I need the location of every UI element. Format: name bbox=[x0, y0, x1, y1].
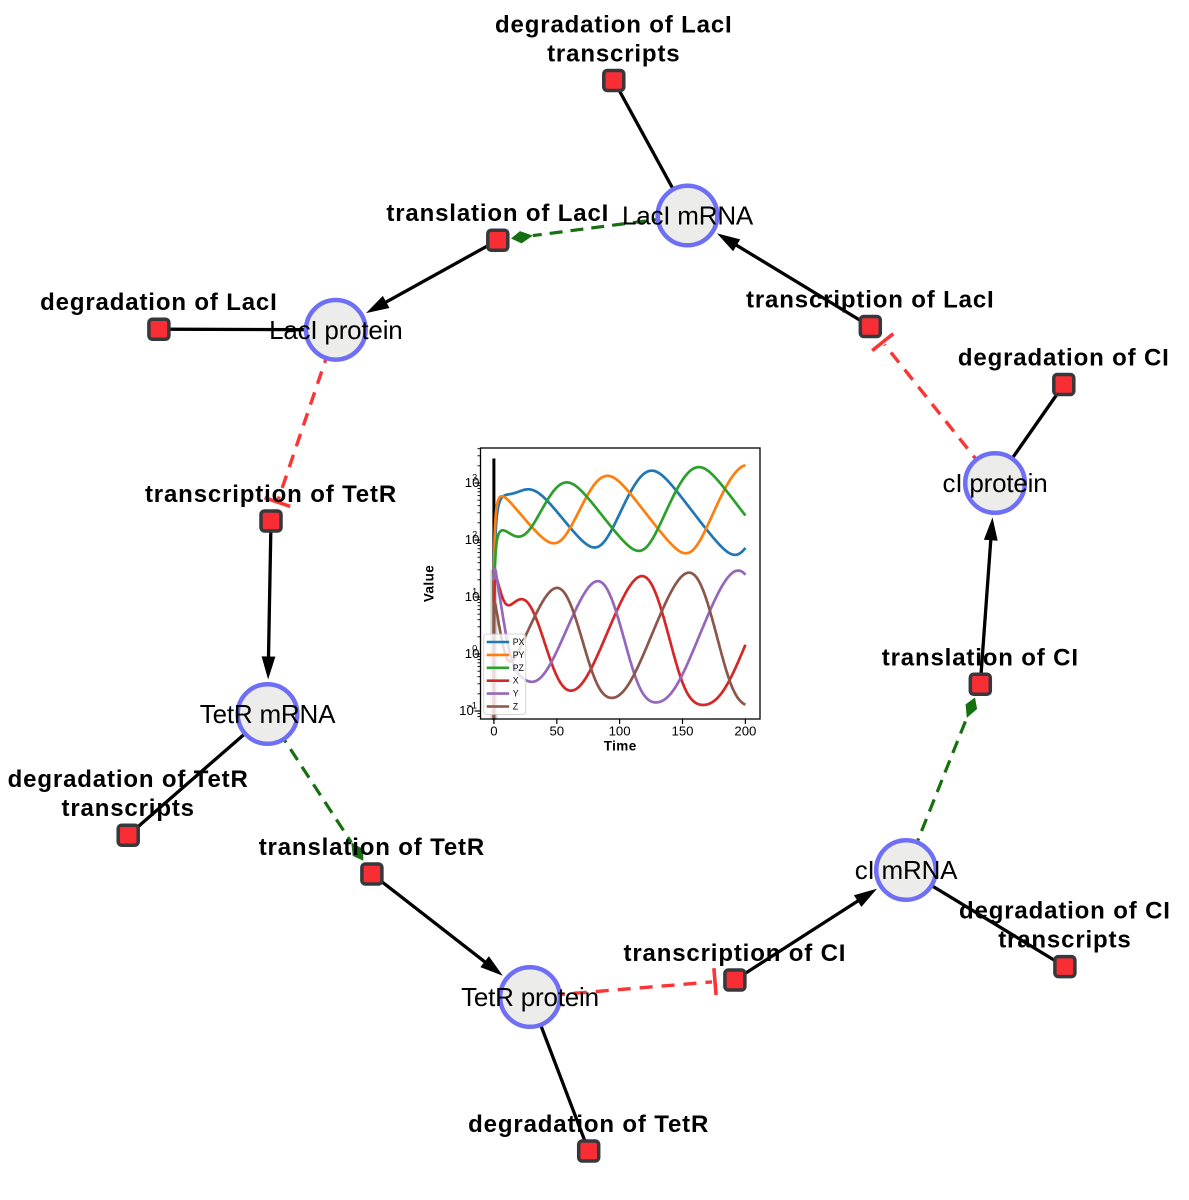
svg-text:degradation of TetR: degradation of TetR bbox=[8, 766, 249, 793]
svg-text:TetR protein: TetR protein bbox=[461, 982, 599, 1012]
svg-text:3: 3 bbox=[472, 473, 477, 483]
svg-text:0: 0 bbox=[472, 644, 477, 654]
svg-text:10: 10 bbox=[459, 703, 474, 718]
svg-text:PX: PX bbox=[513, 637, 525, 647]
svg-text:Time: Time bbox=[604, 739, 637, 754]
svg-text:PZ: PZ bbox=[513, 663, 525, 673]
svg-text:10: 10 bbox=[465, 475, 480, 490]
svg-text:X: X bbox=[513, 676, 519, 686]
svg-text:150: 150 bbox=[671, 724, 693, 739]
svg-text:transcription of LacI: transcription of LacI bbox=[746, 287, 995, 314]
svg-text:translation of TetR: translation of TetR bbox=[259, 834, 485, 861]
svg-text:Value: Value bbox=[422, 565, 437, 602]
svg-text:degradation of CI: degradation of CI bbox=[959, 898, 1171, 925]
svg-text:translation of LacI: translation of LacI bbox=[386, 200, 609, 227]
svg-text:Z: Z bbox=[513, 702, 519, 712]
svg-text:100: 100 bbox=[609, 724, 631, 739]
svg-text:2: 2 bbox=[472, 530, 477, 540]
svg-text:Y: Y bbox=[513, 689, 519, 699]
svg-text:translation of CI: translation of CI bbox=[882, 644, 1079, 671]
svg-text:50: 50 bbox=[549, 724, 564, 739]
svg-text:LacI protein: LacI protein bbox=[269, 315, 402, 345]
svg-text:transcription of CI: transcription of CI bbox=[623, 940, 846, 967]
svg-text:degradation of TetR: degradation of TetR bbox=[468, 1111, 709, 1138]
svg-text:degradation of LacI: degradation of LacI bbox=[495, 12, 733, 39]
svg-text:degradation of CI: degradation of CI bbox=[958, 345, 1170, 372]
svg-text:transcripts: transcripts bbox=[547, 41, 680, 68]
svg-text:degradation of LacI: degradation of LacI bbox=[40, 289, 278, 316]
svg-text:200: 200 bbox=[734, 724, 756, 739]
svg-text:LacI mRNA: LacI mRNA bbox=[622, 201, 754, 231]
svg-text:10: 10 bbox=[465, 589, 480, 604]
svg-text:0: 0 bbox=[490, 724, 497, 739]
svg-text:transcripts: transcripts bbox=[998, 927, 1131, 954]
svg-text:TetR mRNA: TetR mRNA bbox=[200, 699, 336, 729]
svg-text:−1: −1 bbox=[467, 701, 477, 711]
svg-text:cI mRNA: cI mRNA bbox=[855, 855, 958, 885]
svg-text:transcription of TetR: transcription of TetR bbox=[145, 481, 397, 508]
svg-text:1: 1 bbox=[472, 587, 477, 597]
svg-text:cI protein: cI protein bbox=[943, 468, 1048, 498]
svg-text:PY: PY bbox=[513, 650, 525, 660]
svg-text:transcripts: transcripts bbox=[61, 795, 194, 822]
svg-text:10: 10 bbox=[465, 532, 480, 547]
svg-text:10: 10 bbox=[465, 646, 480, 661]
